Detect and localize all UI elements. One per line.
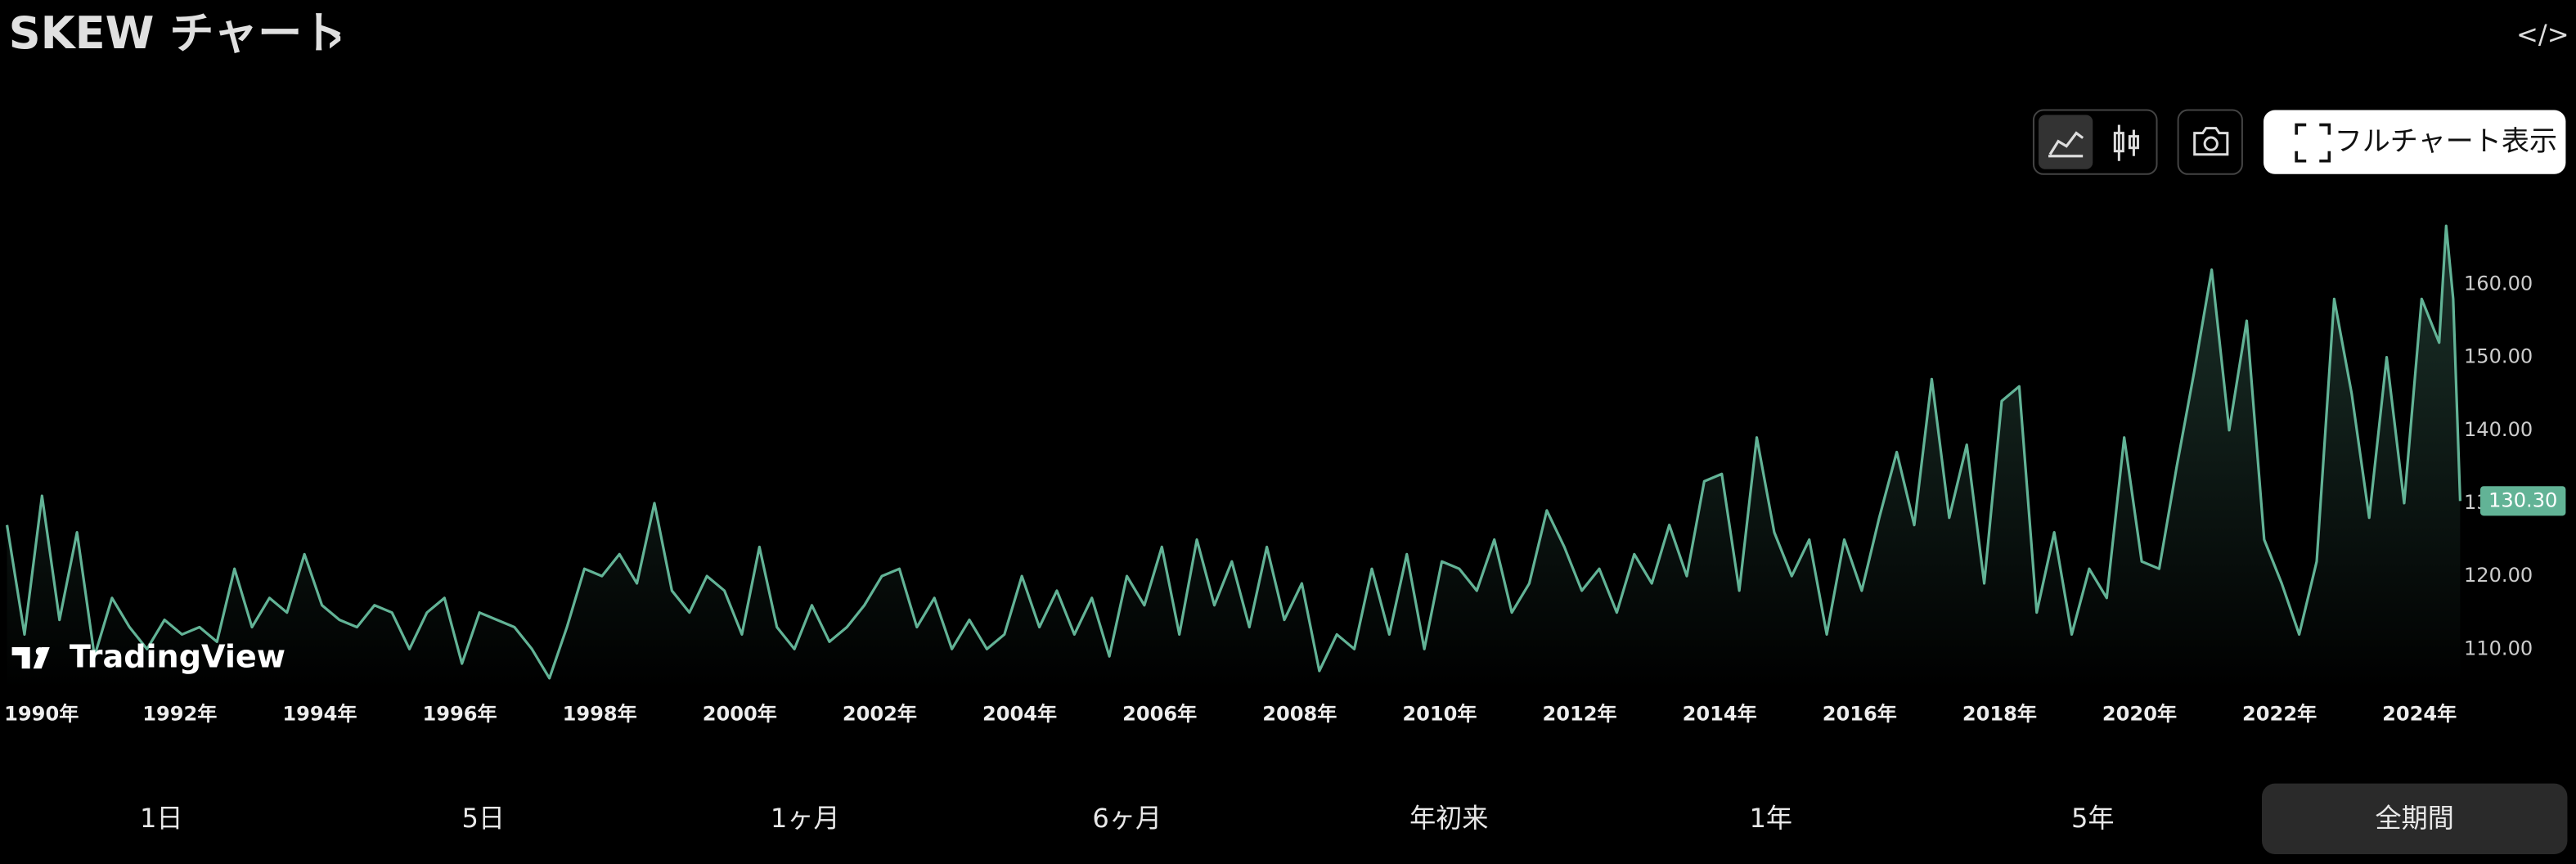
x-tick-label: 2000年 xyxy=(703,702,777,725)
y-tick-label: 160.00 xyxy=(2464,272,2533,295)
fullchart-label[interactable]: フルチャート表示 xyxy=(2335,125,2558,158)
x-tick-label: 1992年 xyxy=(142,702,217,725)
candle-style-button[interactable] xyxy=(2113,124,2139,161)
title[interactable]: SKEW チャート xyxy=(9,7,347,59)
title-arrow[interactable]: › xyxy=(326,11,344,62)
x-tick-label: 1990年 xyxy=(4,702,79,725)
x-tick-label: 2008年 xyxy=(1262,702,1337,725)
range-button[interactable]: 6ヶ月 xyxy=(1092,803,1162,834)
candle-icon xyxy=(2128,135,2139,150)
area-icon xyxy=(2048,131,2084,158)
chart-style-toggle xyxy=(2032,109,2158,175)
x-tick-label: 2004年 xyxy=(982,702,1057,725)
plot: 110.00120.00130.00140.00150.00160.001990… xyxy=(4,224,2566,725)
candle-icon xyxy=(2113,132,2124,153)
range-button[interactable]: 5日 xyxy=(462,803,506,834)
range-selected xyxy=(2262,783,2568,854)
range-bar: 1日 5日 1ヶ月 6ヶ月 年初来 1年 5年 全期間 xyxy=(140,783,2568,854)
x-tick-label: 1994年 xyxy=(282,702,357,725)
range-button[interactable]: 5年 xyxy=(2071,803,2115,834)
x-tick-label: 2018年 xyxy=(1962,702,2037,725)
logo-mark xyxy=(35,646,44,656)
last-value-badge xyxy=(2480,486,2566,516)
fullscreen-icon xyxy=(2295,123,2331,163)
range-button[interactable]: 1ヶ月 xyxy=(771,803,840,834)
logo: TradingView xyxy=(11,639,285,675)
x-tick-label: 2020年 xyxy=(2102,702,2177,725)
last-value-label: 130.30 xyxy=(2488,488,2557,511)
x-tick-label: 2012年 xyxy=(1542,702,1616,725)
x-tick-label: 2006年 xyxy=(1122,702,1197,725)
camera-icon xyxy=(2193,127,2229,156)
range-button[interactable]: 1年 xyxy=(1749,803,1792,834)
x-tick-label: 1998年 xyxy=(563,702,637,725)
x-tick-label: 2014年 xyxy=(1683,702,1757,725)
x-tick-label: 2024年 xyxy=(2382,702,2457,725)
snapshot-button[interactable] xyxy=(2177,109,2243,175)
embed-icon[interactable]: </> xyxy=(2516,19,2569,50)
x-tick-label: 2016年 xyxy=(1823,702,1897,725)
x-tick-label: 2022年 xyxy=(2242,702,2317,725)
y-tick-label: 110.00 xyxy=(2464,637,2533,659)
x-tick-label: 2002年 xyxy=(843,702,917,725)
range-button[interactable]: 全期間 xyxy=(2376,803,2454,834)
toggle-group xyxy=(2032,109,2158,175)
camera-icon xyxy=(2203,136,2219,151)
logo-text: TradingView xyxy=(70,639,285,675)
y-tick-label: 150.00 xyxy=(2464,345,2533,368)
area xyxy=(7,226,2461,691)
y-tick-label: 120.00 xyxy=(2464,564,2533,587)
area-style-button[interactable] xyxy=(2038,115,2093,169)
range-button[interactable]: 1日 xyxy=(140,803,183,834)
fullchart-button[interactable] xyxy=(2264,110,2566,174)
range-button[interactable]: 年初来 xyxy=(1409,803,1488,834)
line xyxy=(5,224,2462,680)
y-tick-label: 140.00 xyxy=(2464,418,2533,441)
x-tick-label: 2010年 xyxy=(1402,702,1477,725)
x-tick-label: 1996年 xyxy=(423,702,497,725)
